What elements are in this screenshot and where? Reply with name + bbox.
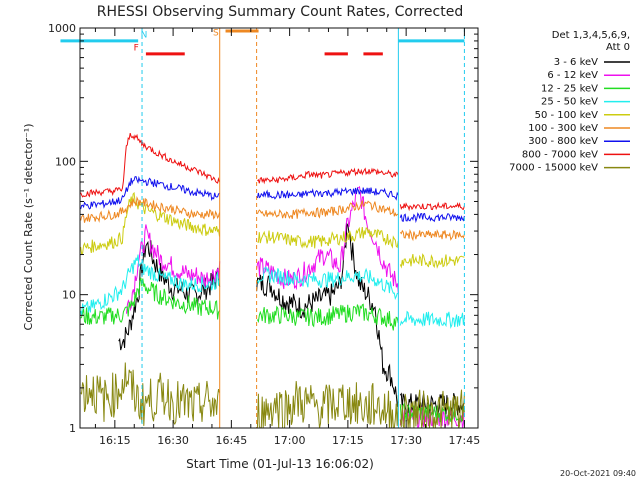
timestamp-label: 20-Oct-2021 09:40 [560, 469, 636, 478]
x-axis-label: Start Time (01-Jul-13 16:06:02) [186, 457, 374, 471]
y-axis-label: Corrected Count Rate (s⁻¹ detector⁻¹) [22, 124, 35, 331]
legend-label-4: 25 - 50 keV [541, 97, 598, 108]
series-50-100-line [80, 191, 399, 255]
axes: 1 10 100 1000 16:15 16:30 16:45 17:00 17:15 17:30… [48, 22, 480, 447]
plot-area: NF S [60, 28, 465, 428]
plot-frame [79, 27, 479, 429]
series-800-7000-line-post [399, 201, 465, 212]
x-tick-label-1: 16:30 [157, 434, 189, 447]
y-tick-label-1: 1 [69, 422, 76, 435]
series-300-800-line-post [399, 212, 465, 224]
series-25-50-line-post [399, 310, 465, 329]
legend-header-1: Det 1,3,4,5,6,9, [552, 30, 630, 41]
legend-label-8: 800 - 7000 keV [522, 149, 598, 160]
series-100-300-line-post [399, 228, 465, 242]
y-tick-label-1000: 1000 [48, 22, 76, 35]
x-tick-label-2: 16:45 [216, 434, 248, 447]
series-25-50-line [80, 254, 399, 316]
series-300-800-line [80, 175, 399, 210]
series-7000-15000-line-post [399, 389, 465, 428]
legend: Det 1,3,4,5,6,9,Att 0 3 - 6 keV 6 - 12 keV… [509, 30, 630, 174]
legend-label-2: 6 - 12 keV [547, 70, 598, 81]
plot-clip-group [80, 132, 465, 428]
x-tick-label-5: 17:30 [390, 434, 422, 447]
series-3-6-line-post [399, 392, 465, 416]
series-800-7000-line [80, 132, 399, 198]
annotation-N: N [141, 30, 148, 40]
legend-header-2: Att 0 [606, 42, 630, 53]
x-tick-label-3: 17:00 [274, 434, 306, 447]
x-tick-label-6: 17:45 [449, 434, 481, 447]
annotation-S: S [213, 28, 219, 38]
annotation-F: F [134, 43, 139, 53]
chart-title: RHESSI Observing Summary Count Rates, Co… [97, 4, 463, 20]
legend-label-3: 12 - 25 keV [541, 83, 598, 94]
legend-label-9: 7000 - 15000 keV [509, 163, 598, 174]
legend-label-1: 3 - 6 keV [554, 57, 598, 68]
series-100-300-line [80, 196, 399, 223]
x-tick-label-4: 17:15 [332, 434, 364, 447]
x-tick-label-0: 16:15 [99, 434, 131, 447]
legend-label-7: 300 - 800 keV [528, 136, 598, 147]
series-12-25-line [80, 277, 399, 331]
y-tick-label-10: 10 [62, 289, 76, 302]
legend-label-6: 100 - 300 keV [528, 123, 598, 134]
y-tick-label-100: 100 [55, 155, 76, 168]
legend-label-5: 50 - 100 keV [535, 110, 599, 121]
series-7000-15000-line [80, 362, 399, 428]
series-50-100-line-post [399, 253, 465, 269]
